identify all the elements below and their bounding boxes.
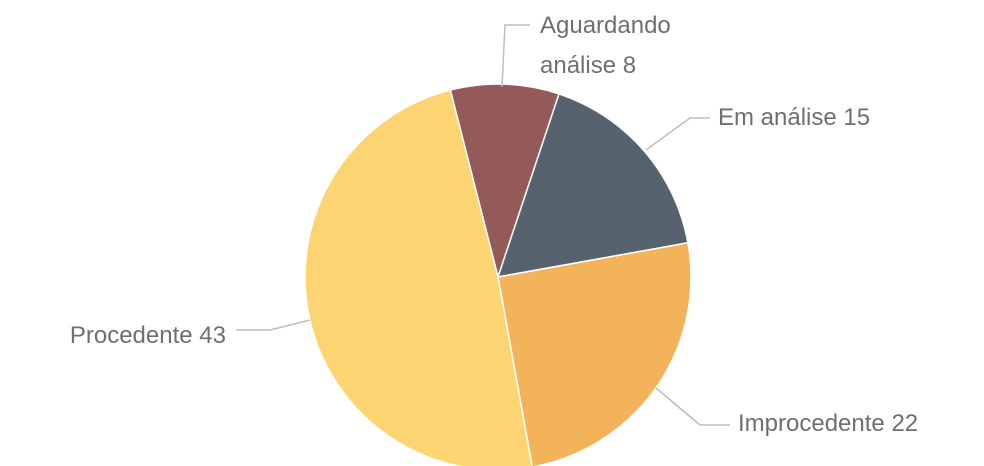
leader-line bbox=[501, 24, 530, 88]
pie-slice bbox=[497, 241, 692, 466]
pie-slice bbox=[496, 92, 689, 278]
value-label: 22 bbox=[891, 410, 919, 437]
slice-label: Procedente 43 bbox=[70, 316, 226, 356]
leader-line bbox=[655, 387, 730, 426]
slice-label: Em análise 15 bbox=[718, 98, 870, 138]
pie-slice bbox=[449, 83, 560, 280]
value-label: 43 bbox=[199, 322, 226, 349]
category-label: Em análise bbox=[718, 104, 837, 131]
pie-slice bbox=[304, 89, 533, 466]
category-label: Improcedente bbox=[738, 410, 885, 437]
slice-label: Improcedente 22 bbox=[738, 404, 918, 444]
category-label: Aguardando análise bbox=[540, 12, 671, 79]
leader-line bbox=[236, 319, 311, 331]
value-label: 8 bbox=[622, 52, 637, 79]
leader-line bbox=[645, 117, 710, 151]
category-label: Procedente bbox=[69, 322, 193, 349]
slice-label: Aguardando análise 8 bbox=[540, 6, 720, 86]
value-label: 15 bbox=[843, 104, 871, 131]
